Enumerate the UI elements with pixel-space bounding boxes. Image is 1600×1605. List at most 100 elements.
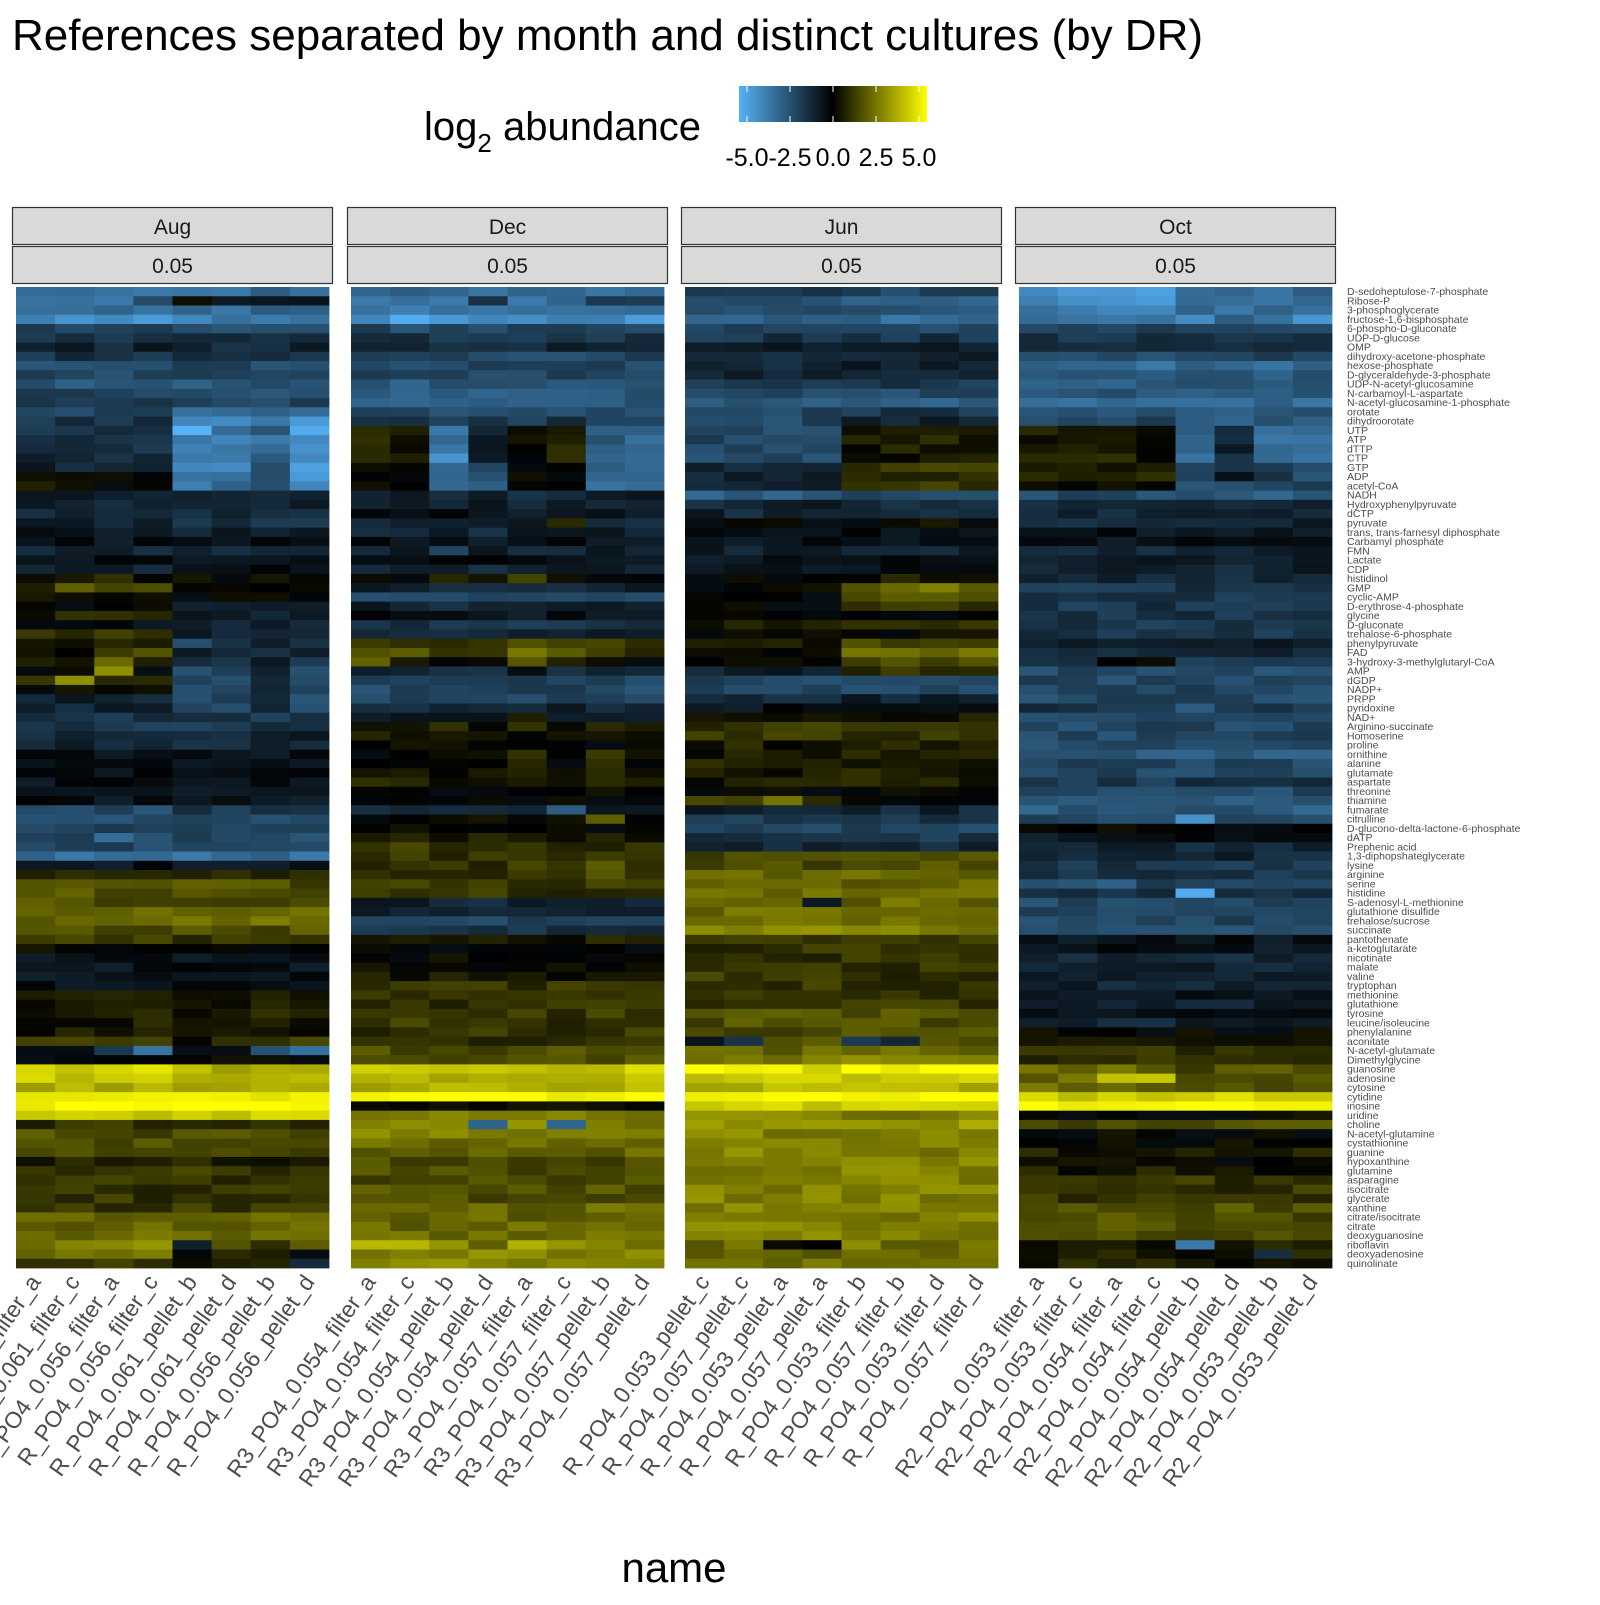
- heatmap-cell: [429, 1119, 469, 1130]
- heatmap-cell: [802, 490, 842, 501]
- heatmap-cell: [16, 796, 56, 806]
- heatmap-cell: [55, 435, 95, 445]
- heatmap-cell: [94, 1018, 134, 1028]
- heatmap-cell: [958, 555, 999, 566]
- heatmap-cell: [585, 398, 626, 408]
- heatmap-cell: [958, 592, 999, 603]
- heatmap-cell: [351, 1249, 391, 1260]
- heatmap-cell: [390, 379, 430, 390]
- heatmap-cell: [585, 610, 626, 621]
- heatmap-cell: [94, 527, 134, 538]
- heatmap-cell: [1253, 555, 1294, 566]
- heatmap-cell: [1058, 1175, 1098, 1186]
- heatmap-cell: [289, 518, 330, 529]
- heatmap-cell: [585, 638, 626, 649]
- heatmap-cell: [1292, 1055, 1333, 1065]
- heatmap-cell: [16, 879, 56, 889]
- heatmap-cell: [172, 425, 213, 436]
- heatmap-cell: [390, 990, 430, 1001]
- heatmap-cell: [16, 1240, 56, 1250]
- heatmap-cell: [585, 675, 626, 686]
- heatmap-cell: [211, 1184, 252, 1195]
- heatmap-cell: [289, 1156, 330, 1167]
- heatmap-cell: [919, 879, 960, 889]
- heatmap-cell: [880, 731, 921, 741]
- heatmap-cell: [880, 499, 921, 510]
- heatmap-cell: [133, 962, 173, 973]
- heatmap-cell: [1175, 1092, 1216, 1102]
- heatmap-cell: [351, 1018, 391, 1028]
- heatmap-cell: [1175, 1027, 1216, 1038]
- heatmap-cell: [468, 333, 508, 343]
- heatmap-cell: [763, 425, 803, 436]
- heatmap-cell: [802, 416, 842, 427]
- heatmap-cell: [1136, 731, 1176, 741]
- heatmap-cell: [958, 1082, 999, 1093]
- heatmap-cell: [507, 638, 548, 649]
- heatmap-cell: [55, 583, 95, 593]
- heatmap-cell: [1058, 1129, 1098, 1139]
- heatmap-cell: [685, 314, 725, 325]
- heatmap-cell: [841, 962, 882, 973]
- heatmap-cell: [211, 435, 252, 445]
- heatmap-cell: [841, 629, 882, 640]
- heatmap-cell: [133, 527, 173, 538]
- heatmap-cell: [1058, 324, 1098, 334]
- heatmap-cell: [958, 888, 999, 899]
- heatmap-cell: [685, 768, 725, 778]
- heatmap-cell: [919, 314, 960, 325]
- heatmap-cell: [685, 971, 725, 982]
- heatmap-cell: [1292, 1240, 1333, 1250]
- heatmap-cell: [802, 527, 842, 538]
- heatmap-cell: [1253, 944, 1294, 954]
- heatmap-cell: [585, 444, 626, 454]
- heatmap-cell: [1214, 694, 1255, 704]
- heatmap-cell: [289, 758, 330, 769]
- heatmap-cell: [724, 527, 764, 538]
- heatmap-cell: [724, 305, 764, 316]
- heatmap-cell: [880, 768, 921, 778]
- heatmap-cell: [133, 416, 173, 427]
- heatmap-cell: [1175, 860, 1216, 871]
- heatmap-cell: [1136, 1258, 1176, 1269]
- heatmap-cell: [429, 1221, 469, 1232]
- heatmap-cell: [429, 1129, 469, 1139]
- heatmap-cell: [546, 490, 587, 501]
- heatmap-cell: [1292, 897, 1333, 908]
- heatmap-cell: [1136, 361, 1176, 371]
- heatmap-cell: [802, 888, 842, 899]
- heatmap-cell: [958, 666, 999, 677]
- heatmap-cell: [172, 351, 213, 362]
- heatmap-cell: [919, 610, 960, 621]
- heatmap-cell: [351, 1184, 391, 1195]
- heatmap-cell: [1175, 981, 1216, 991]
- heatmap-cell: [1019, 1101, 1059, 1112]
- heatmap-cell: [763, 666, 803, 677]
- heatmap-cell: [250, 999, 291, 1010]
- heatmap-cell: [1175, 638, 1216, 649]
- heatmap-cell: [546, 518, 587, 529]
- heatmap-cell: [1136, 610, 1176, 621]
- heatmap-cell: [211, 444, 252, 454]
- heatmap-cell: [685, 546, 725, 556]
- heatmap-cell: [1214, 1129, 1255, 1139]
- heatmap-cell: [289, 962, 330, 973]
- heatmap-cell: [390, 1082, 430, 1093]
- heatmap-cell: [880, 1175, 921, 1186]
- heatmap-cell: [958, 657, 999, 667]
- heatmap-cell: [468, 1212, 508, 1223]
- heatmap-cell: [1136, 916, 1176, 926]
- heatmap-cell: [172, 647, 213, 658]
- heatmap-cell: [507, 398, 548, 408]
- heatmap-cell: [55, 740, 95, 751]
- heatmap-cell: [585, 555, 626, 566]
- heatmap-cell: [390, 388, 430, 399]
- heatmap-cell: [507, 1045, 548, 1056]
- heatmap-cell: [351, 1119, 391, 1130]
- heatmap-cell: [585, 333, 626, 343]
- heatmap-cell: [429, 305, 469, 316]
- heatmap-cell: [585, 1110, 626, 1121]
- heatmap-cell: [289, 870, 330, 880]
- heatmap-cell: [507, 916, 548, 926]
- heatmap-cell: [172, 407, 213, 417]
